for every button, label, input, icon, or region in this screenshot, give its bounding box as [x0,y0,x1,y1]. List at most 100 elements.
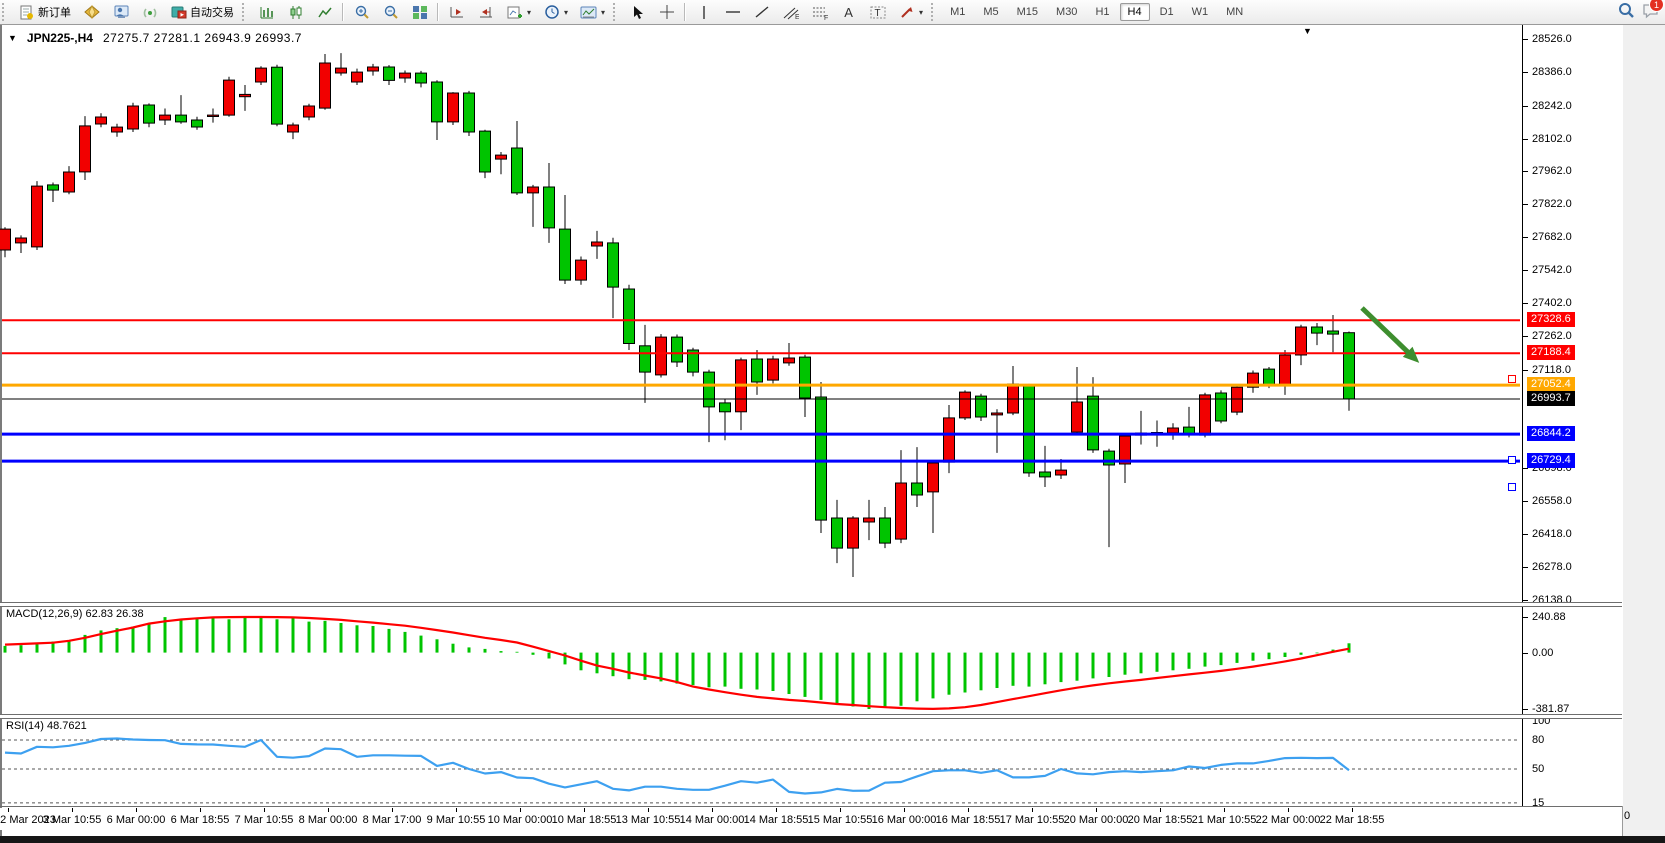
period-button[interactable]: ▾ [537,0,574,24]
timeframe-button-H1[interactable]: H1 [1095,6,1110,18]
candle-down [911,482,923,496]
time-tick-mark [776,808,777,812]
line-handle[interactable] [1508,375,1516,384]
time-tick-mark [904,808,905,812]
notifications-chat-icon[interactable]: 1 [1642,0,1664,18]
chart-shift-marker[interactable]: ▼ [1303,26,1312,36]
zoom-out-button[interactable] [376,0,405,24]
time-tick-mark [456,808,457,812]
macd-signal-line [4,615,1350,711]
annotation-arrow-shaft[interactable] [1360,306,1414,358]
chart-shift-button[interactable] [471,0,500,24]
timeframe-button-M30[interactable]: M30 [1056,6,1078,18]
annotation-arrow-head[interactable] [1402,346,1420,363]
candle-down [47,184,59,191]
candle-up [399,72,411,79]
macd-pane[interactable] [0,605,1522,714]
timeframe-button-M15[interactable]: M15 [1016,6,1039,18]
bar-chart-button[interactable] [252,0,281,24]
signals-button[interactable] [135,0,164,24]
pane-separator[interactable] [0,602,1622,607]
candle-up [1199,394,1211,436]
text-tool-button[interactable]: A [834,0,863,24]
time-axis[interactable]: 2 Mar 2023 3 Mar 10:55 6 Mar 00:00 6 Mar 18… [0,808,1622,830]
rsi-tick-label: 80 [1532,734,1545,746]
time-tick-label: 6 Mar 00:00 [106,814,166,826]
deposit-button[interactable] [77,0,106,24]
label-tool-button[interactable]: T [863,0,892,24]
candle-up [335,67,347,74]
candlestick-chart-icon [287,4,304,20]
candlestick-chart-button[interactable] [281,0,310,24]
hline-tool-button[interactable] [718,0,747,24]
chart-shift-icon [477,4,494,20]
candle-down [831,517,843,549]
vline-tool-button[interactable] [689,0,718,24]
timeframe-toolbar: M1 M5 M15 M30 H1 H4 D1 W1 MN [941,1,1252,23]
time-tick-mark [1160,808,1161,812]
algo-trading-button[interactable]: 自动交易 [164,0,240,24]
time-tick-label: 17 Mar 10:55 [999,814,1065,826]
timeframe-button-D1[interactable]: D1 [1159,6,1174,18]
line-chart-button[interactable] [310,0,339,24]
new-chart-button[interactable]: ▾ [500,0,537,24]
fibonacci-tool-button[interactable]: F [805,0,834,24]
candle-down [671,336,683,363]
line-handle[interactable] [1508,456,1516,465]
trendline-tool-button[interactable] [747,0,776,24]
pane-separator[interactable] [0,714,1622,719]
main-price-pane[interactable] [0,25,1522,602]
arrows-tool-button[interactable]: ▾ [892,0,929,24]
time-tick-label: 8 Mar 17:00 [362,814,422,826]
rsi-pane[interactable] [0,717,1522,806]
timeframe-button-H4[interactable]: H4 [1119,3,1150,21]
candle-down [751,358,763,383]
candle-up [0,228,11,251]
channel-tool-button[interactable]: E [776,0,805,24]
clock-icon [543,4,560,20]
axis-tick-mark [1523,270,1528,272]
crosshair-tool-button[interactable] [652,0,681,24]
search-icon[interactable] [1617,2,1634,18]
time-tick-label: 13 Mar 10:55 [615,814,681,826]
price-tick-label: 27118.0 [1532,363,1571,376]
candle-up [767,358,779,381]
rsi-line [4,737,1350,795]
text-icon: A [844,4,853,20]
candle-down [1103,450,1115,466]
price-axis[interactable]: 27328.6 27188.4 27052.4 26993.7 26844.2 26729… [1522,25,1623,809]
dropdown-caret-icon: ▾ [601,7,606,17]
candle-up [159,114,171,121]
toolbar-grip[interactable] [931,3,938,21]
tile-windows-button[interactable] [405,0,434,24]
vertical-line-icon [695,4,712,20]
axis-tick-mark [1523,468,1528,470]
candle-down [431,81,443,123]
auto-scroll-button[interactable] [442,0,471,24]
candle-up [943,417,955,463]
community-button[interactable] [106,0,135,24]
toolbar-grip[interactable] [242,3,249,21]
templates-button[interactable]: ▾ [574,0,611,24]
candle-up [1055,469,1067,476]
candle-up [895,482,907,540]
new-order-button[interactable]: 新订单 [12,0,77,24]
timeframe-button-M1[interactable]: M1 [950,6,966,18]
line-handle[interactable] [1508,483,1516,492]
toolbar-grip[interactable] [2,3,9,21]
timeframe-button-MN[interactable]: MN [1226,6,1244,18]
axis-tick-mark [1523,534,1528,536]
axis-tick-mark [1523,105,1528,107]
price-tick-label: 26558.0 [1532,495,1572,508]
notification-badge: 1 [1649,0,1664,12]
chart-title: ▼ JPN225-,H4 27275.7 27281.1 26943.9 269… [8,31,302,45]
timeframe-button-W1[interactable]: W1 [1191,6,1209,18]
candle-down [799,356,811,399]
time-tick-mark [840,808,841,812]
collapse-triangle-icon[interactable]: ▼ [8,33,17,43]
cursor-tool-button[interactable] [623,0,652,24]
toolbar-grip[interactable] [613,3,620,21]
zoom-in-button[interactable] [347,0,376,24]
timeframe-button-M5[interactable]: M5 [983,6,999,18]
candle-down [607,242,619,288]
